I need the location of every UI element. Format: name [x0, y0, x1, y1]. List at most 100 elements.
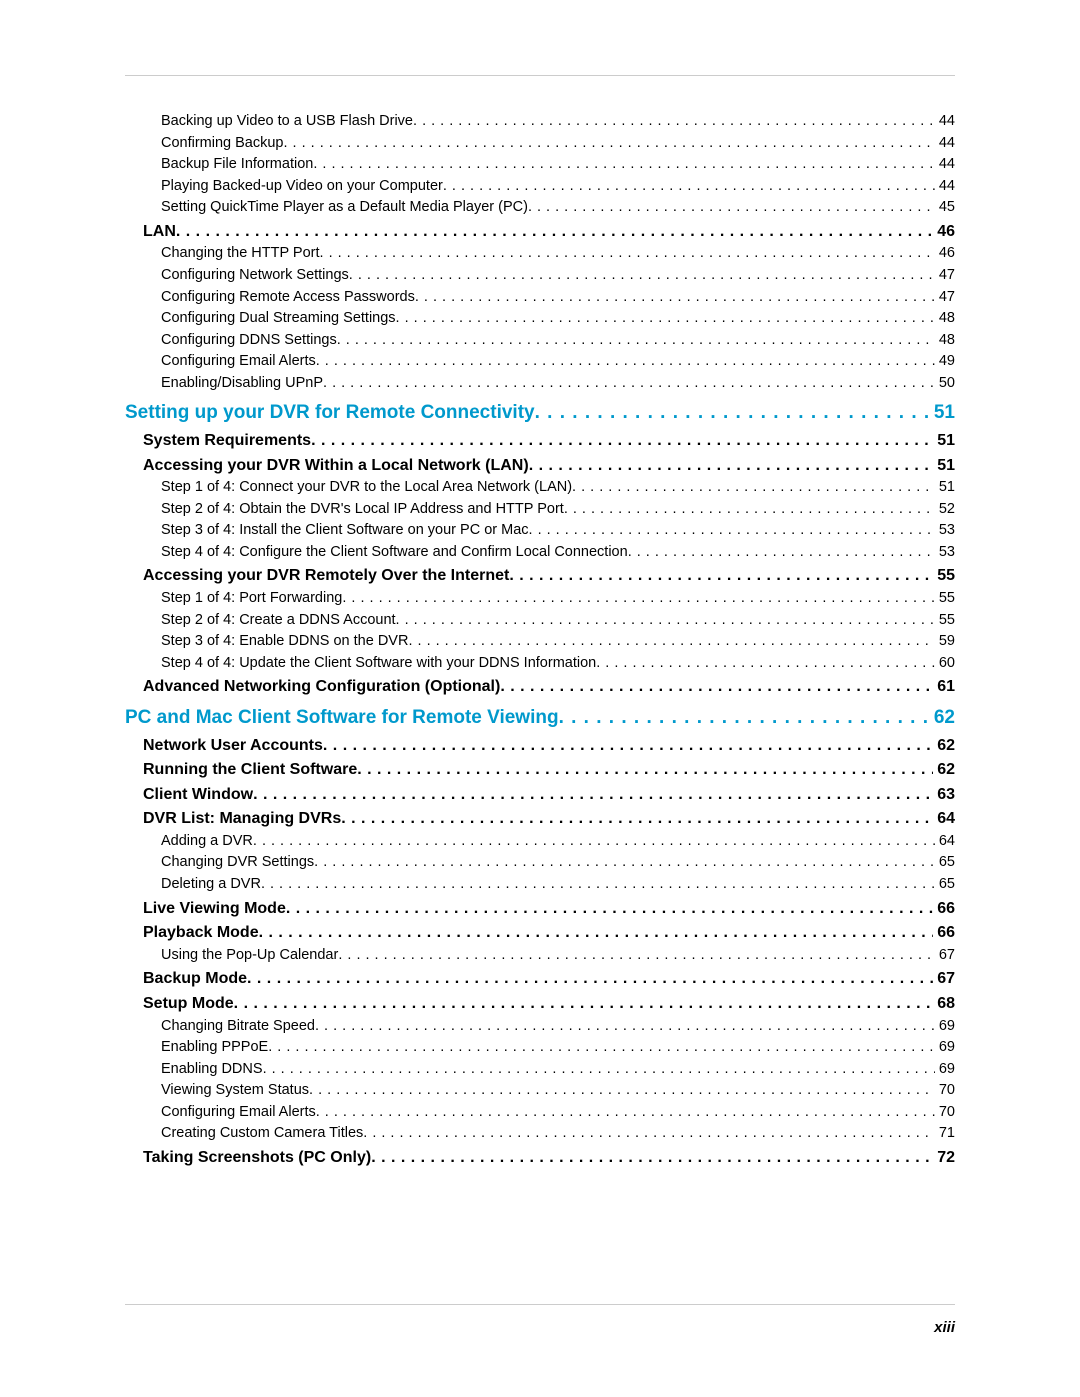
toc-page: 63	[933, 784, 955, 806]
toc-entry[interactable]: Enabling DDNS 69	[125, 1060, 955, 1080]
toc-entry[interactable]: PC and Mac Client Software for Remote Vi…	[125, 705, 955, 731]
toc-entry[interactable]: Setting up your DVR for Remote Connectiv…	[125, 400, 955, 426]
toc-entry[interactable]: Accessing your DVR Within a Local Networ…	[125, 455, 955, 477]
toc-page: 51	[933, 455, 955, 477]
toc-entry[interactable]: Viewing System Status 70	[125, 1081, 955, 1101]
toc-leader-dots	[261, 875, 935, 895]
toc-page: 72	[933, 1147, 955, 1169]
toc-entry[interactable]: DVR List: Managing DVRs 64	[125, 808, 955, 830]
toc-entry[interactable]: Backup File Information 44	[125, 155, 955, 175]
toc-leader-dots	[337, 331, 935, 351]
toc-entry[interactable]: Changing DVR Settings 65	[125, 853, 955, 873]
toc-page: 47	[935, 266, 955, 286]
toc-title: Configuring Remote Access Passwords	[161, 288, 415, 308]
toc-title: Enabling DDNS	[161, 1060, 263, 1080]
toc-entry[interactable]: Step 3 of 4: Enable DDNS on the DVR 59	[125, 632, 955, 652]
toc-page: 46	[935, 244, 955, 264]
toc-entry[interactable]: Step 1 of 4: Connect your DVR to the Loc…	[125, 478, 955, 498]
toc-entry[interactable]: Backing up Video to a USB Flash Drive 44	[125, 112, 955, 132]
toc-entry[interactable]: Configuring DDNS Settings 48	[125, 331, 955, 351]
toc-leader-dots	[268, 1038, 935, 1058]
toc-leader-dots	[529, 455, 934, 477]
toc-leader-dots	[311, 430, 933, 452]
toc-page: 59	[935, 632, 955, 652]
toc-entry[interactable]: Live Viewing Mode 66	[125, 898, 955, 920]
toc-entry[interactable]: LAN 46	[125, 221, 955, 243]
toc-entry[interactable]: Step 1 of 4: Port Forwarding 55	[125, 589, 955, 609]
toc-page: 52	[935, 500, 955, 520]
toc-leader-dots	[443, 177, 935, 197]
toc-entry[interactable]: Using the Pop-Up Calendar 67	[125, 946, 955, 966]
toc-title: Setup Mode	[143, 993, 234, 1015]
toc-title: Confirming Backup	[161, 134, 284, 154]
toc-entry[interactable]: Step 3 of 4: Install the Client Software…	[125, 521, 955, 541]
toc-leader-dots	[342, 589, 935, 609]
toc-entry[interactable]: Taking Screenshots (PC Only) 72	[125, 1147, 955, 1169]
toc-leader-dots	[253, 832, 935, 852]
toc-page: 53	[935, 543, 955, 563]
toc-page: 48	[935, 309, 955, 329]
toc-entry[interactable]: Backup Mode 67	[125, 968, 955, 990]
toc-title: Backing up Video to a USB Flash Drive	[161, 112, 413, 132]
toc-leader-dots	[313, 155, 935, 175]
toc-entry[interactable]: Running the Client Software 62	[125, 759, 955, 781]
toc-entry[interactable]: Setup Mode 68	[125, 993, 955, 1015]
toc-entry[interactable]: Step 2 of 4: Obtain the DVR's Local IP A…	[125, 500, 955, 520]
toc-entry[interactable]: Step 4 of 4: Configure the Client Softwa…	[125, 543, 955, 563]
toc-entry[interactable]: Changing Bitrate Speed 69	[125, 1017, 955, 1037]
toc-page: 62	[930, 705, 955, 731]
toc-title: Setting QuickTime Player as a Default Me…	[161, 198, 528, 218]
toc-entry[interactable]: Configuring Network Settings 47	[125, 266, 955, 286]
toc-leader-dots	[247, 968, 933, 990]
toc-title: LAN	[143, 221, 176, 243]
toc-title: Configuring Email Alerts	[161, 352, 316, 372]
toc-entry[interactable]: Enabling/Disabling UPnP 50	[125, 374, 955, 394]
toc-page: 62	[933, 759, 955, 781]
toc-entry[interactable]: Creating Custom Camera Titles 71	[125, 1124, 955, 1144]
toc-leader-dots	[259, 922, 934, 944]
toc-entry[interactable]: Setting QuickTime Player as a Default Me…	[125, 198, 955, 218]
toc-entry[interactable]: Deleting a DVR 65	[125, 875, 955, 895]
toc-leader-dots	[323, 374, 935, 394]
toc-page: 64	[933, 808, 955, 830]
bottom-rule: xiii	[125, 1304, 955, 1337]
toc-title: Configuring Dual Streaming Settings	[161, 309, 396, 329]
toc-title: DVR List: Managing DVRs	[143, 808, 341, 830]
toc-entry[interactable]: Client Window 63	[125, 784, 955, 806]
toc-entry[interactable]: Network User Accounts 62	[125, 735, 955, 757]
toc-title: Running the Client Software	[143, 759, 357, 781]
toc-entry[interactable]: Enabling PPPoE 69	[125, 1038, 955, 1058]
page-number: xiii	[934, 1319, 955, 1336]
toc-title: Enabling/Disabling UPnP	[161, 374, 323, 394]
toc-entry[interactable]: Configuring Email Alerts 70	[125, 1103, 955, 1123]
toc-entry[interactable]: Accessing your DVR Remotely Over the Int…	[125, 565, 955, 587]
toc-title: Accessing your DVR Remotely Over the Int…	[143, 565, 509, 587]
toc-title: Using the Pop-Up Calendar	[161, 946, 338, 966]
toc-title: Configuring DDNS Settings	[161, 331, 337, 351]
toc-page: 51	[935, 478, 955, 498]
toc-title: Client Window	[143, 784, 253, 806]
toc-page: 69	[935, 1017, 955, 1037]
toc-entry[interactable]: Changing the HTTP Port 46	[125, 244, 955, 264]
toc-leader-dots	[535, 400, 930, 426]
toc-title: PC and Mac Client Software for Remote Vi…	[125, 705, 559, 731]
toc-entry[interactable]: Confirming Backup 44	[125, 134, 955, 154]
toc-entry[interactable]: Configuring Remote Access Passwords 47	[125, 288, 955, 308]
toc-page: 66	[933, 898, 955, 920]
toc-leader-dots	[396, 309, 935, 329]
toc-entry[interactable]: Playback Mode 66	[125, 922, 955, 944]
toc-title: Adding a DVR	[161, 832, 253, 852]
toc-entry[interactable]: Step 4 of 4: Update the Client Software …	[125, 654, 955, 674]
toc-entry[interactable]: Step 2 of 4: Create a DDNS Account 55	[125, 611, 955, 631]
toc-page: 65	[935, 853, 955, 873]
toc-entry[interactable]: Playing Backed-up Video on your Computer…	[125, 177, 955, 197]
toc-entry[interactable]: Configuring Email Alerts 49	[125, 352, 955, 372]
toc-leader-dots	[286, 898, 933, 920]
toc-leader-dots	[323, 735, 933, 757]
toc-title: Step 3 of 4: Enable DDNS on the DVR	[161, 632, 408, 652]
toc-entry[interactable]: Advanced Networking Configuration (Optio…	[125, 676, 955, 698]
toc-page: 49	[935, 352, 955, 372]
toc-entry[interactable]: System Requirements 51	[125, 430, 955, 452]
toc-entry[interactable]: Adding a DVR 64	[125, 832, 955, 852]
toc-entry[interactable]: Configuring Dual Streaming Settings 48	[125, 309, 955, 329]
